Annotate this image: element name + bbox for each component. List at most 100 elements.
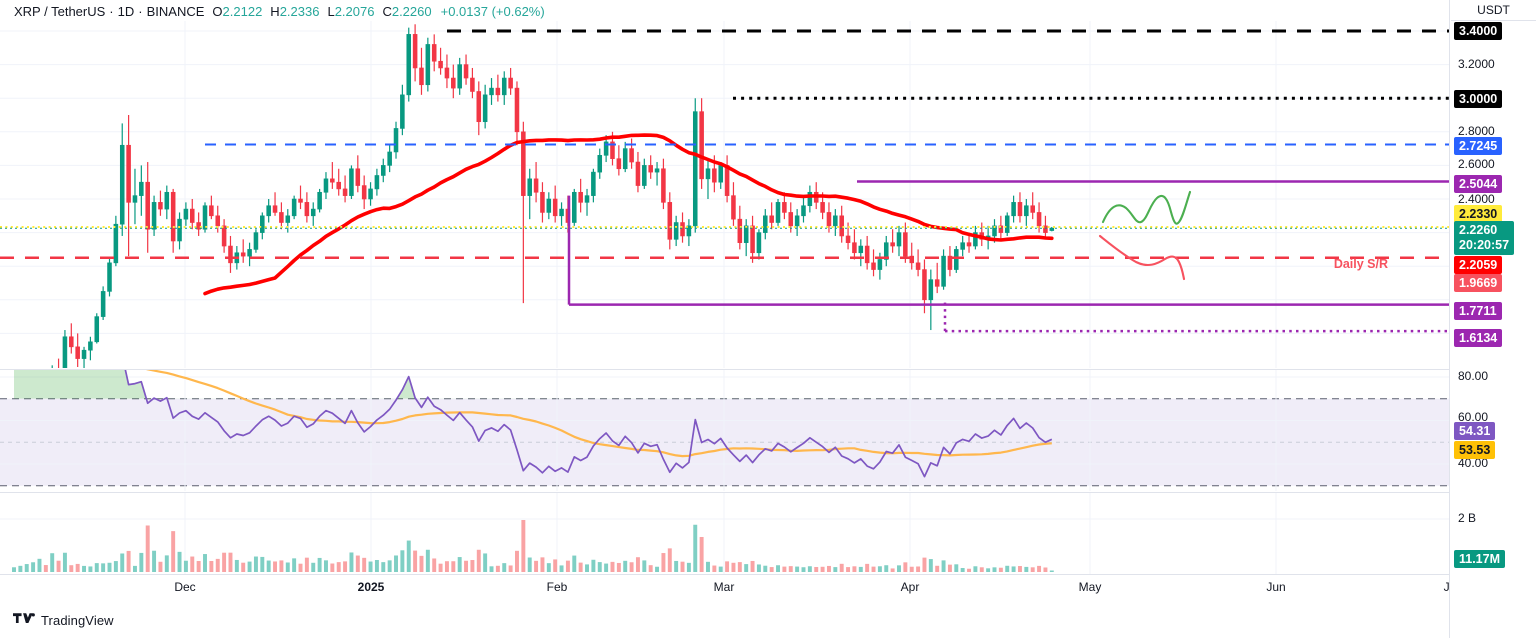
volume-bar [12,567,16,572]
volume-bar [661,553,666,572]
volume-bar [101,563,106,572]
volume-bar [113,561,118,572]
price-label-purple-level-1771[interactable]: 1.7711 [1454,302,1502,320]
volume-bar [604,563,609,572]
legend-high-label: H [270,4,280,19]
price-vgrid [184,21,1450,368]
volume-bar [508,565,513,572]
price-label-resistance-3400[interactable]: 3.4000 [1454,22,1503,40]
volume-bar [795,566,800,572]
volume-bar [776,565,780,572]
price-scale[interactable]: USDT 3.4000 3.2000 3.0000 2.8000 2.6000 2.400… [1449,0,1536,638]
time-scale[interactable]: Dec2025FebMarAprMayJunJu [0,574,1536,603]
volume-bar [884,565,889,572]
volume-bar [979,567,984,572]
volume-bar [62,552,67,572]
volume-bar [298,563,303,572]
price-pane[interactable] [0,21,1450,368]
legend-interval[interactable]: 1D [117,4,135,19]
legend-low-label: L [327,4,335,19]
volume-bar [935,565,940,572]
legend-open: O2.2122 [212,3,262,21]
volume-bar [731,562,736,572]
volume-bar [801,567,806,572]
volume-bar [183,560,188,572]
volume-bar [152,550,157,572]
volume-bar [763,565,768,572]
volume-bar [897,565,901,572]
price-label-sr-level-1966[interactable]: 1.9669 [1454,274,1503,292]
price-chart-svg [0,21,1450,368]
volume-series [12,520,1054,572]
volume-bar [623,560,628,572]
volume-bar [451,561,456,572]
volume-bar [1037,565,1042,572]
legend-exchange[interactable]: BINANCE [146,4,205,19]
volume-bar [222,552,227,572]
rsi-pane[interactable] [0,369,1450,492]
volume-bar [343,561,348,572]
tradingview-brand[interactable]: TradingView [13,611,114,629]
volume-bar [444,561,449,572]
price-label-purple-level-1613[interactable]: 1.6134 [1454,329,1503,347]
price-label-rsi-ma-value[interactable]: 53.53 [1454,441,1496,459]
volume-bar [725,561,730,572]
volume-bar [50,553,55,572]
volume-bar [559,565,564,572]
time-label-feb: Feb [546,580,568,594]
legend-change: +0.0137 (+0.62%) [440,4,545,19]
price-label-sr-level-2205[interactable]: 2.2059 [1454,256,1503,274]
volume-bar [527,557,532,572]
price-label-rsi-value[interactable]: 54.31 [1454,422,1496,440]
volume-bar [69,565,74,572]
price-tick-1: 3.2000 [1458,57,1495,71]
volume-bar [438,563,443,572]
price-label-purple-level-2504[interactable]: 2.5044 [1454,175,1503,193]
price-label-last-price[interactable]: 2.2260 20:20:57 [1454,221,1515,255]
volume-bar [394,555,398,572]
price-tick-9: 2 B [1458,511,1477,525]
volume-bar [655,566,660,572]
volume-bar [234,559,239,572]
rsi-overbought-fill [14,370,1052,399]
volume-bar [998,567,1003,572]
volume-bar [807,566,812,572]
legend-sep-1: · [109,4,114,19]
price-label-ma-level-2233[interactable]: 2.2330 [1454,205,1503,223]
chart-legend[interactable]: XRP / TetherUS · 1D · BINANCE O2.2122 H2… [14,3,545,21]
moving-average-line [203,133,1054,296]
volume-bar [190,556,195,572]
volume-bar [737,562,742,572]
price-label-volume-value[interactable]: 11.17M [1454,550,1506,568]
volume-bar [782,566,787,572]
time-label-mar: Mar [713,580,735,594]
volume-bar [304,557,309,572]
volume-bar [846,567,851,572]
price-label-blue-level-2724[interactable]: 2.7245 [1454,137,1503,155]
volume-bar [922,557,927,572]
volume-bar [260,556,265,572]
volume-bar [82,565,87,572]
volume-bar [858,566,863,572]
volume-bar [865,563,870,572]
legend-low: L2.2076 [327,3,374,21]
bullish-forecast-path [1101,190,1192,225]
legend-close-value: 2.2260 [391,4,432,19]
volume-bar [585,564,589,572]
volume-bar [928,559,933,572]
price-label-resistance-3000[interactable]: 3.0000 [1454,90,1503,108]
volume-bar [368,561,373,572]
volume-bar [534,560,539,572]
volume-bar [139,552,144,572]
volume-bar [706,561,710,572]
volume-pane[interactable] [0,492,1450,575]
volume-bar [425,549,430,572]
volume-bar [967,568,972,572]
volume-bar [814,566,819,572]
legend-high: H2.2336 [270,3,319,21]
legend-symbol[interactable]: XRP / TetherUS [14,4,106,19]
volume-bar [521,520,526,572]
volume-bar [317,557,322,572]
volume-bar [629,562,634,572]
volume-bar [228,552,233,572]
